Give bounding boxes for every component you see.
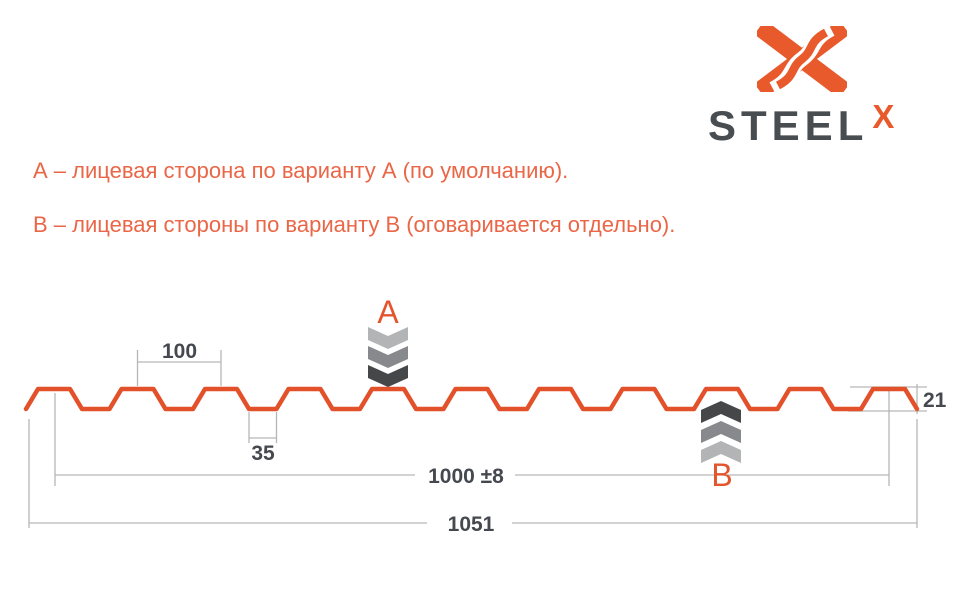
dim-rib-pitch-lines — [136, 350, 222, 386]
steelx-logo-icon — [757, 26, 847, 92]
note-variant-b: В – лицевая стороны по варианту В (огова… — [33, 212, 676, 237]
note-variant-a: А – лицевая сторона по варианту А (по ум… — [33, 158, 569, 183]
variant-a-chevrons-down-icon — [368, 327, 408, 387]
dim-working-width-lines — [54, 390, 890, 486]
sheet-profile-outline — [23, 386, 920, 412]
dim-label-overall-width: 1051 — [448, 513, 495, 536]
variant-b-label: B — [711, 457, 732, 493]
brand-wordmark: STEEL X — [708, 98, 894, 150]
variant-a-marker: A — [368, 294, 408, 387]
dim-label-height: 21 — [923, 389, 947, 412]
brand-sup-x: X — [872, 98, 895, 135]
dim-label-rib-base: 35 — [251, 442, 275, 465]
dim-label-rib-pitch: 100 — [162, 340, 197, 363]
variant-a-label: A — [377, 294, 399, 330]
brand-name: STEEL — [708, 102, 869, 149]
dimension-lines — [28, 350, 927, 528]
variant-b-chevrons-up-icon — [701, 401, 741, 463]
dim-rib-base-lines — [248, 412, 278, 443]
variant-b-marker: B — [701, 401, 741, 493]
dim-label-working-width: 1000 ±8 — [428, 465, 504, 488]
dim-overall-width-lines — [28, 419, 918, 528]
